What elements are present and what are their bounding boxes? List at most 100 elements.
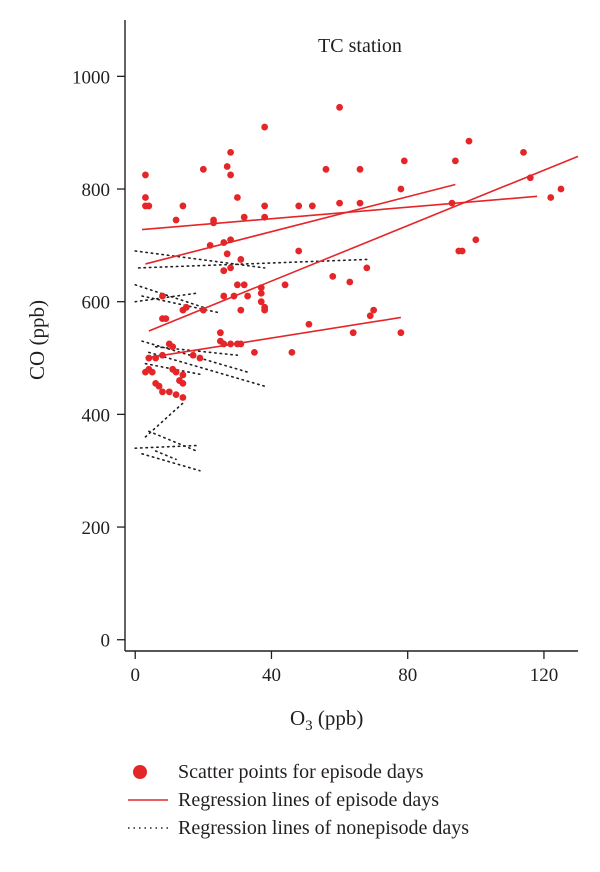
episode-scatter-points <box>142 103 565 401</box>
episode-point <box>557 185 565 193</box>
episode-point <box>547 194 555 201</box>
episode-point <box>458 247 466 255</box>
episode-point <box>145 354 153 362</box>
episode-point <box>257 284 265 292</box>
episode-point <box>329 272 337 280</box>
episode-point <box>336 199 343 207</box>
episode-point <box>227 236 234 244</box>
episode-point <box>220 292 228 300</box>
legend: Scatter points for episode days Regressi… <box>128 758 578 842</box>
episode-regression-lines <box>141 155 579 359</box>
nonepisode-regression-line <box>134 283 205 309</box>
nonepisode-regression-line <box>141 295 222 314</box>
episode-point <box>223 163 231 170</box>
episode-point <box>240 213 248 221</box>
episode-point <box>288 349 296 356</box>
episode-point <box>142 194 149 201</box>
nonepisode-regression-line <box>154 450 177 461</box>
episode-point <box>179 371 187 379</box>
episode-point <box>155 382 163 390</box>
episode-point <box>233 281 241 289</box>
episode-point <box>165 388 173 396</box>
episode-point <box>281 281 289 289</box>
nonepisode-regression-lines <box>134 250 368 472</box>
episode-point <box>227 264 234 272</box>
episode-point <box>370 306 378 314</box>
episode-point <box>308 202 316 210</box>
nonepisode-regression-line <box>134 292 198 303</box>
episode-point <box>356 199 364 207</box>
episode-regression-line <box>145 316 402 359</box>
episode-point <box>227 148 234 156</box>
station-annotation: TC station <box>318 35 402 57</box>
episode-point <box>295 247 303 255</box>
episode-point <box>182 303 190 311</box>
nonepisode-regression-line <box>134 250 266 269</box>
episode-point <box>397 185 405 193</box>
x-tick-label: 40 <box>262 665 281 686</box>
episode-point <box>189 351 197 359</box>
episode-point <box>196 354 204 362</box>
legend-dot-swatch <box>128 762 172 782</box>
axes <box>124 20 578 652</box>
episode-point <box>261 213 269 221</box>
x-tick-label: 80 <box>398 665 417 686</box>
episode-point <box>169 343 177 351</box>
episode-point <box>199 165 207 173</box>
episode-point <box>261 306 269 314</box>
episode-point <box>251 349 258 356</box>
y-tick-label: 0 <box>101 631 111 652</box>
episode-point <box>206 241 214 249</box>
legend-dotted-line-swatch <box>128 818 172 838</box>
episode-point <box>179 379 187 387</box>
episode-point <box>210 219 217 227</box>
episode-point <box>142 171 149 179</box>
episode-point <box>179 202 187 210</box>
x-axis-title-subscript: 3 <box>305 718 313 734</box>
episode-point <box>305 320 313 328</box>
episode-point <box>142 368 149 376</box>
episode-point <box>179 394 187 401</box>
episode-point <box>261 123 269 131</box>
nonepisode-regression-line <box>148 351 266 388</box>
episode-point <box>520 148 527 156</box>
episode-regression-line <box>148 155 579 332</box>
nonepisode-regression-line <box>137 258 368 269</box>
axis-ticks: 0 200 400 600 800 1000 0 40 80 120 <box>72 67 558 686</box>
y-tick-label: 800 <box>82 180 111 201</box>
episode-point <box>159 388 166 396</box>
episode-point <box>227 171 234 179</box>
episode-point <box>295 202 303 210</box>
episode-point <box>172 216 180 224</box>
episode-point <box>257 298 265 306</box>
x-tick-label: 0 <box>130 665 140 686</box>
episode-point <box>223 250 231 258</box>
episode-point <box>148 368 156 376</box>
episode-point <box>257 289 265 297</box>
episode-point <box>240 281 248 289</box>
y-axis-title: CO (ppb) <box>25 300 49 380</box>
episode-point <box>227 340 234 348</box>
episode-point <box>220 267 228 275</box>
episode-point <box>261 202 269 210</box>
episode-point <box>237 306 245 314</box>
episode-regression-line <box>141 195 538 231</box>
episode-point <box>145 202 153 210</box>
nonepisode-regression-line <box>144 362 205 376</box>
legend-label: Regression lines of nonepisode days <box>178 816 470 839</box>
episode-point <box>220 239 228 246</box>
episode-point <box>451 157 459 165</box>
episode-point <box>322 165 330 173</box>
episode-point <box>230 292 238 300</box>
episode-point <box>244 292 252 300</box>
episode-point <box>400 157 408 165</box>
episode-point <box>159 292 166 300</box>
x-axis-title-main: O <box>290 706 305 730</box>
episode-point <box>465 137 473 145</box>
nonepisode-regression-line <box>148 430 198 452</box>
nonepisode-regression-line <box>134 444 201 449</box>
y-tick-label: 1000 <box>72 67 110 88</box>
x-axis-title: O3 (ppb) <box>290 706 363 734</box>
episode-point <box>220 340 228 348</box>
